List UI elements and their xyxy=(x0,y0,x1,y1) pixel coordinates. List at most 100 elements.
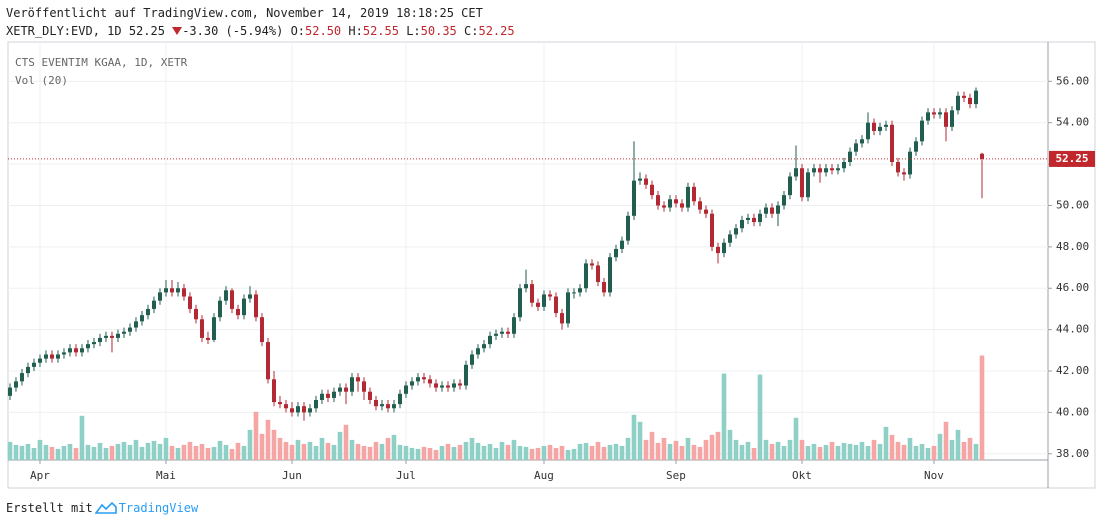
l-value: 50.35 xyxy=(420,24,457,38)
candle-body xyxy=(571,292,576,294)
candle-body xyxy=(757,213,762,223)
chart: CTS EVENTIM KGAA, 1D, XETR Vol (20) 38.0… xyxy=(7,41,1096,489)
volume-bar xyxy=(799,439,805,460)
volume-bar xyxy=(133,439,139,460)
volume-bar xyxy=(823,444,829,460)
candle-body xyxy=(751,217,756,223)
volume-bar xyxy=(175,447,181,460)
candle-body xyxy=(919,120,924,142)
volume-bar xyxy=(697,446,703,460)
volume-bar xyxy=(499,441,505,460)
candle-body xyxy=(829,168,834,171)
volume-bar xyxy=(25,443,31,460)
volume-bar xyxy=(667,443,673,460)
x-tick-label: Okt xyxy=(792,469,812,482)
volume-bar xyxy=(595,441,601,460)
volume-bar xyxy=(589,445,595,460)
volume-bar xyxy=(793,417,799,460)
candle-body xyxy=(43,354,48,359)
volume-bar xyxy=(937,433,943,460)
volume-bar xyxy=(349,439,355,460)
candle-body xyxy=(445,385,450,388)
volume-bar xyxy=(979,355,985,460)
volume-bar xyxy=(31,447,37,460)
candle-body xyxy=(487,335,492,345)
candle-body xyxy=(499,331,504,334)
footer-brand[interactable]: TradingView xyxy=(118,501,199,515)
candle-body xyxy=(745,217,750,220)
volume-bar xyxy=(613,443,619,460)
candle-body xyxy=(469,354,474,365)
candle-body xyxy=(49,354,54,359)
candle-body xyxy=(835,168,840,171)
volume-bar xyxy=(661,437,667,460)
candle-body xyxy=(805,172,810,198)
candle-body xyxy=(307,408,312,413)
candle-body xyxy=(667,199,672,208)
volume-bar xyxy=(331,444,337,460)
candle-body xyxy=(91,342,96,345)
candle-body xyxy=(709,213,714,247)
volume-bar xyxy=(19,445,25,460)
volume-bar xyxy=(931,445,937,460)
volume-bar xyxy=(223,444,229,460)
candle-body xyxy=(781,195,786,206)
candle-body xyxy=(379,404,384,407)
candle-body xyxy=(679,203,684,208)
candle-body xyxy=(577,288,582,293)
candle-body xyxy=(799,168,804,198)
volume-bar xyxy=(817,446,823,460)
chart-frame xyxy=(7,41,1096,489)
volume-bar xyxy=(955,429,961,460)
candle-body xyxy=(865,122,870,140)
volume-label: Vol (20) xyxy=(15,74,68,87)
volume-bar xyxy=(301,443,307,460)
candle-body xyxy=(85,344,90,349)
candle-body xyxy=(55,354,60,359)
candle-body xyxy=(955,95,960,111)
candle-body xyxy=(277,402,282,405)
candle-body xyxy=(643,178,648,185)
volume-bar xyxy=(967,437,973,460)
candle-body xyxy=(595,265,600,283)
candle-body xyxy=(649,184,654,196)
volume-bar xyxy=(859,441,865,460)
candle-body xyxy=(313,399,318,409)
candle-body xyxy=(703,209,708,214)
candle-body xyxy=(661,205,666,208)
candle-body xyxy=(229,290,234,309)
volume-bar xyxy=(943,421,949,460)
x-tick-label: Nov xyxy=(924,469,944,482)
candle-body xyxy=(133,321,138,328)
volume-bar xyxy=(679,445,685,460)
candle-body xyxy=(7,387,12,396)
y-tick-label: 56.00 xyxy=(1056,74,1089,87)
volume-bar xyxy=(769,443,775,460)
volume-bar xyxy=(37,439,43,460)
candle-body xyxy=(763,207,768,214)
volume-bar xyxy=(583,442,589,460)
candle-body xyxy=(19,373,24,382)
volume-bar xyxy=(577,443,583,460)
candle-body xyxy=(613,248,618,258)
candle-body xyxy=(403,385,408,394)
x-tick-label: Jun xyxy=(282,469,302,482)
candle-body xyxy=(727,234,732,243)
x-tick-label: Sep xyxy=(666,469,686,482)
candle-body xyxy=(325,393,330,398)
volume-bar xyxy=(391,434,397,460)
volume-bar xyxy=(787,439,793,460)
volume-bar xyxy=(271,429,277,460)
volume-bar xyxy=(265,419,271,460)
volume-bar xyxy=(109,445,115,460)
volume-bar xyxy=(553,447,559,460)
volume-bar xyxy=(607,444,613,460)
candle-body xyxy=(637,178,642,181)
candle-body xyxy=(937,112,942,115)
candle-body xyxy=(103,335,108,338)
y-tick-label: 50.00 xyxy=(1056,198,1089,211)
volume-bar xyxy=(829,441,835,460)
y-tick-label: 46.00 xyxy=(1056,281,1089,294)
volume-bar xyxy=(379,443,385,460)
volume-bar xyxy=(961,441,967,460)
